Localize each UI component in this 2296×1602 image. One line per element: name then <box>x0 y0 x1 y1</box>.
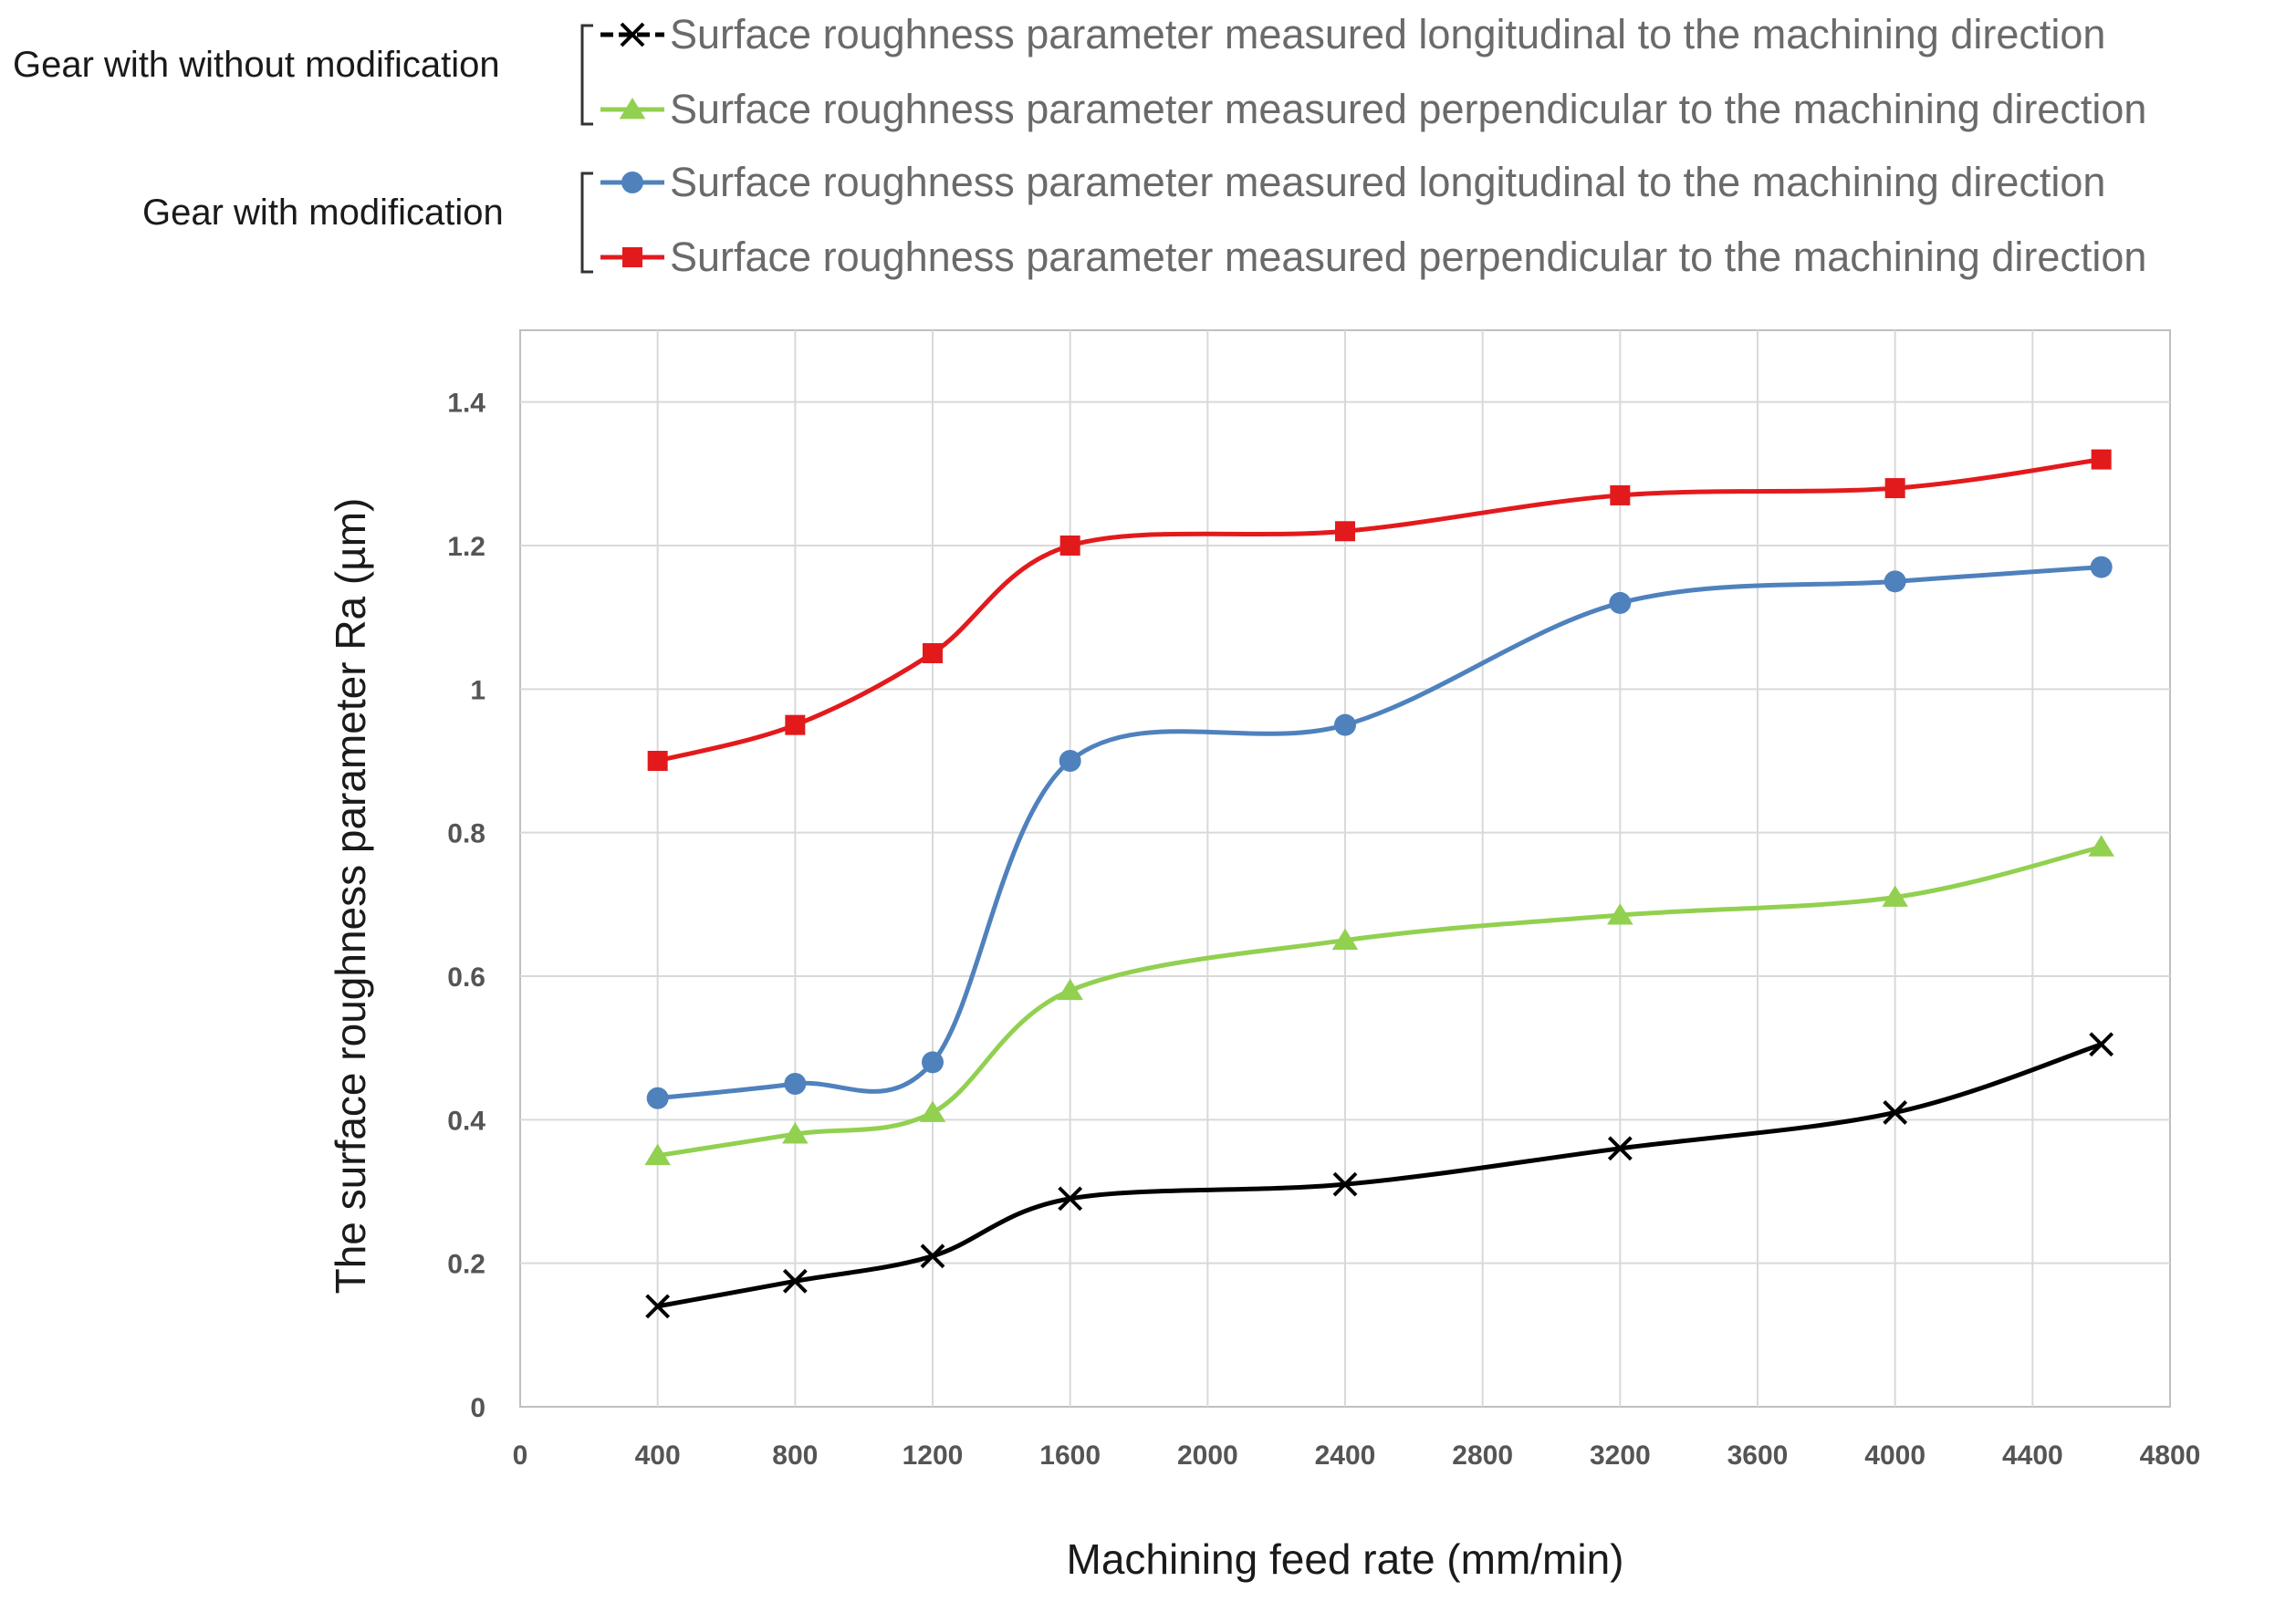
data-point-x <box>782 1268 808 1294</box>
data-point-circle <box>1334 713 1356 736</box>
y-tick-label: 1 <box>470 675 485 705</box>
data-point-circle <box>1059 750 1081 772</box>
data-point-square <box>1059 536 1080 556</box>
y-tick-label: 0.8 <box>447 819 485 849</box>
legend-marker-square <box>622 247 642 267</box>
legend-bracket <box>580 172 593 274</box>
y-tick-label: 0.2 <box>447 1250 485 1280</box>
data-point-circle <box>2090 556 2113 578</box>
data-point-triangle <box>1882 885 1908 907</box>
data-point-square <box>1884 478 1905 499</box>
legend-entry: Surface roughness parameter measured per… <box>600 86 2146 132</box>
legend-group: Gear with modification Surface roughness … <box>142 159 2146 280</box>
legend-entry-text: Surface roughness parameter measured lon… <box>670 11 2105 57</box>
y-tick-label: 0.4 <box>447 1106 485 1136</box>
legend-marker-x <box>620 22 645 47</box>
legend-entry: Surface roughness parameter measured per… <box>600 234 2146 280</box>
series-3 <box>647 449 2112 771</box>
data-point-x <box>1332 1171 1358 1197</box>
x-tick-label: 3200 <box>1590 1441 1651 1471</box>
data-point-triangle <box>782 1122 809 1144</box>
legend-marker-circle <box>621 172 643 193</box>
data-point-circle <box>646 1087 669 1109</box>
x-tick-label: 1200 <box>903 1441 964 1471</box>
legend-entry: Surface roughness parameter measured lon… <box>600 159 2105 205</box>
data-point-triangle <box>2088 835 2114 857</box>
legend-entry: Surface roughness parameter measured lon… <box>600 11 2105 57</box>
data-point-triangle <box>644 1143 671 1166</box>
x-tick-label: 3600 <box>1727 1441 1789 1471</box>
data-point-square <box>785 714 806 735</box>
y-tick-label: 0.6 <box>447 962 485 993</box>
legend-entry-text: Surface roughness parameter measured per… <box>670 86 2146 132</box>
data-point-square <box>647 751 668 771</box>
y-tick-label: 0 <box>470 1393 485 1423</box>
legend: Gear with without modification Surface ro… <box>13 11 2146 280</box>
data-point-x <box>1607 1136 1633 1161</box>
series-line <box>657 565 2102 1101</box>
x-tick-label: 2000 <box>1177 1441 1238 1471</box>
data-point-x <box>645 1294 671 1319</box>
x-tick-label: 1600 <box>1039 1441 1101 1471</box>
data-point-x <box>1058 1186 1083 1212</box>
data-point-triangle <box>1331 928 1359 951</box>
data-point-x <box>920 1243 945 1269</box>
legend-entry-text: Surface roughness parameter measured lon… <box>670 159 2105 205</box>
data-point-triangle <box>1607 903 1633 925</box>
data-point-square <box>1335 521 1355 542</box>
data-point-circle <box>784 1073 807 1095</box>
x-tick-label: 4800 <box>2140 1441 2201 1471</box>
data-point-circle <box>922 1051 944 1074</box>
data-point-triangle <box>1057 978 1083 1001</box>
series-line <box>657 457 2103 764</box>
x-tick-label: 800 <box>772 1441 818 1471</box>
x-axis-title: Machining feed rate (mm/min) <box>1067 1535 1624 1583</box>
data-point-circle <box>1609 591 1632 614</box>
x-tick-label: 4400 <box>2002 1441 2063 1471</box>
x-tick-label: 2800 <box>1452 1441 1513 1471</box>
series-line <box>657 844 2103 1159</box>
x-tick-label: 0 <box>513 1441 528 1471</box>
data-point-triangle <box>919 1100 946 1122</box>
legend-group: Gear with without modification Surface ro… <box>13 11 2146 132</box>
x-tick-label: 2400 <box>1315 1441 1376 1471</box>
y-axis-title: The surface roughness parameter Ra (µm) <box>327 498 374 1295</box>
legend-group-label: Gear with without modification <box>13 45 500 85</box>
gridlines <box>520 330 2170 1407</box>
data-point-x <box>1883 1100 1908 1125</box>
data-point-x <box>2089 1032 2114 1057</box>
legend-entry-text: Surface roughness parameter measured per… <box>670 234 2146 280</box>
y-tick-label: 1.4 <box>447 389 485 419</box>
series-layer <box>644 449 2114 1319</box>
x-axis-ticks: 0 400 800 1200 1600 2000 2400 2800 3200 3600 4000 4… <box>513 1441 2201 1471</box>
data-point-square <box>2091 449 2112 470</box>
data-point-circle <box>1884 570 1906 593</box>
series-2 <box>646 556 2113 1109</box>
data-point-square <box>1610 484 1631 505</box>
series-1 <box>644 835 2114 1166</box>
series-0 <box>645 1032 2114 1319</box>
legend-bracket <box>580 24 593 126</box>
y-tick-label: 1.2 <box>447 532 485 562</box>
x-tick-label: 400 <box>635 1441 681 1471</box>
y-axis-ticks: 0 0.2 0.4 0.6 0.8 1 1.2 1.4 <box>447 389 485 1423</box>
x-tick-label: 4000 <box>1864 1441 1926 1471</box>
legend-marker-triangle <box>619 98 646 120</box>
series-line <box>657 1042 2103 1309</box>
legend-group-label: Gear with modification <box>142 192 504 233</box>
data-point-square <box>923 643 943 663</box>
